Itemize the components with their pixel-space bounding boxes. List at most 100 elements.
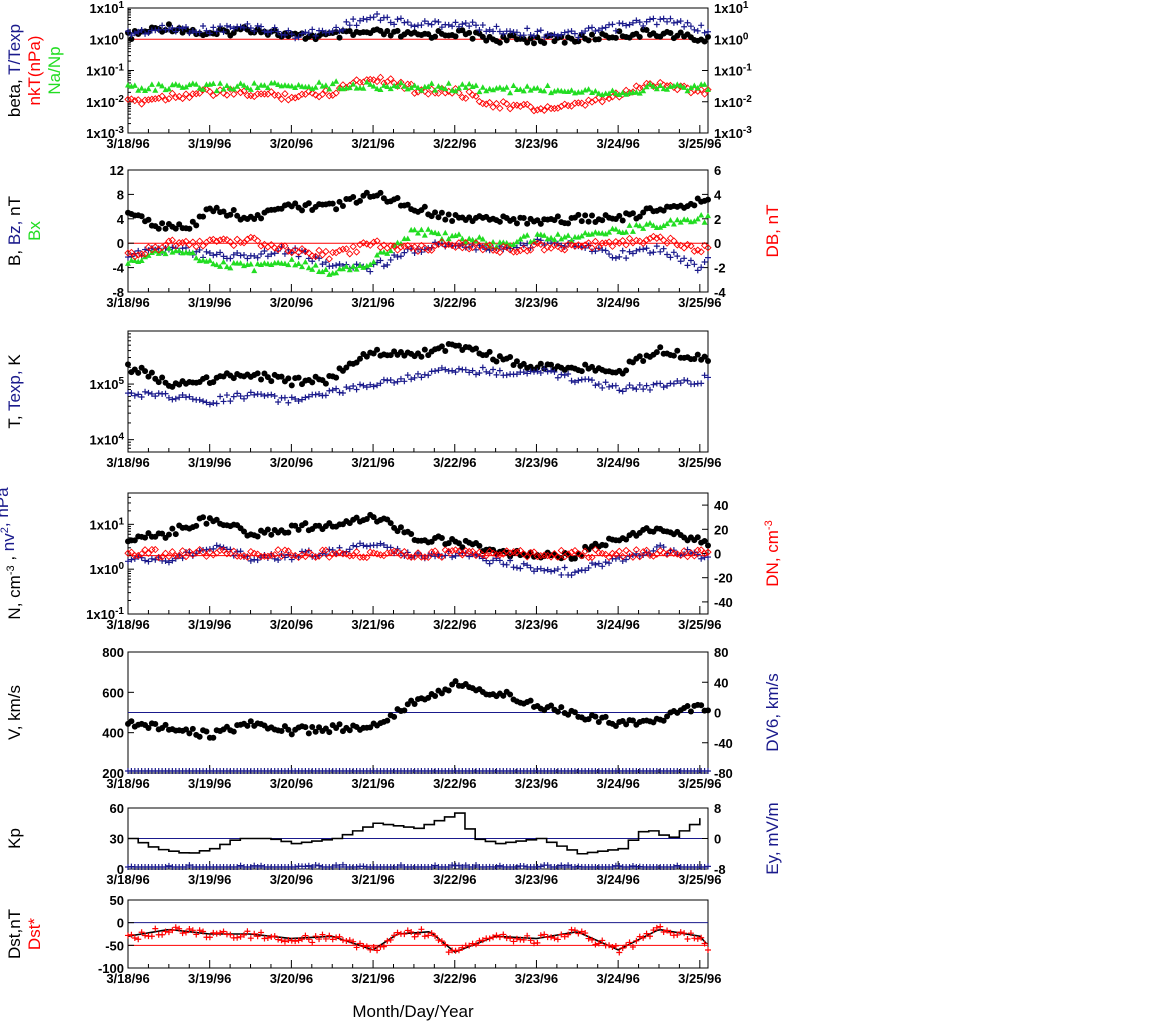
data-point [578, 218, 585, 225]
data-point [196, 246, 203, 253]
data-point [322, 546, 330, 554]
series-db [124, 232, 712, 263]
data-point [466, 369, 473, 376]
data-point [247, 864, 254, 870]
data-point [490, 28, 497, 35]
data-point [469, 367, 476, 374]
data-point [612, 27, 619, 34]
data-point [193, 81, 200, 87]
data-point [244, 255, 251, 262]
data-point [589, 230, 595, 237]
data-point [401, 249, 408, 256]
data-point [599, 230, 606, 236]
data-point [612, 382, 619, 389]
data-point [653, 234, 661, 242]
data-point [585, 86, 592, 92]
data-point [165, 862, 172, 869]
data-point [653, 243, 660, 250]
data-point [698, 264, 705, 271]
data-point [510, 241, 517, 247]
data-point [517, 565, 524, 572]
data-point [223, 263, 230, 270]
data-point [411, 226, 418, 233]
data-point [230, 375, 237, 382]
data-point [165, 531, 172, 538]
data-point [585, 25, 592, 32]
data-point [683, 552, 692, 561]
data-point [486, 26, 493, 33]
data-point [606, 942, 613, 949]
data-point [507, 935, 514, 942]
y-right-tick-label: -40 [714, 595, 733, 610]
data-point [602, 379, 609, 386]
data-point [598, 239, 606, 247]
data-point [254, 22, 261, 29]
data-point [206, 401, 213, 408]
data-point [642, 546, 651, 554]
data-point [701, 537, 708, 544]
data-point [432, 209, 439, 216]
x-tick-label: 3/21/96 [351, 971, 394, 986]
y-right-tick-label: 1x100 [714, 31, 749, 47]
data-point [196, 733, 203, 740]
data-point [698, 555, 705, 562]
data-point [626, 864, 633, 870]
data-point [401, 83, 408, 89]
data-point [210, 260, 217, 267]
y-tick-label: 1x10-2 [86, 94, 124, 110]
data-point [281, 90, 289, 98]
y-axis-title: beta, T/Texp [5, 24, 24, 117]
data-point [636, 553, 644, 561]
data-point [288, 731, 295, 738]
data-point [288, 556, 295, 563]
data-point [380, 263, 387, 270]
y-right-tick-label: 1x10-2 [714, 94, 752, 110]
data-point [271, 244, 279, 252]
series-n [125, 511, 711, 562]
data-point [534, 84, 541, 91]
data-point [169, 24, 176, 31]
data-point [196, 396, 203, 403]
data-point [438, 24, 445, 31]
data-point [370, 76, 378, 84]
y-tick-label: 1x10-1 [86, 63, 124, 79]
data-point [162, 928, 169, 935]
data-point [353, 864, 360, 870]
data-point [352, 248, 361, 256]
data-point [206, 548, 214, 556]
data-point [176, 925, 183, 932]
data-point [124, 249, 132, 257]
data-point [486, 85, 493, 92]
data-point [350, 383, 357, 390]
data-point [541, 87, 548, 94]
data-point [363, 353, 370, 360]
data-point [530, 548, 538, 556]
data-point [424, 553, 432, 561]
data-point [496, 28, 503, 35]
data-point [574, 549, 582, 558]
data-point [636, 222, 643, 229]
data-point [127, 95, 136, 103]
data-point [138, 213, 145, 220]
data-point [247, 557, 254, 564]
data-point [694, 351, 701, 358]
data-point [404, 241, 412, 250]
data-point [503, 100, 511, 108]
data-point [209, 235, 217, 244]
data-point [534, 28, 541, 35]
data-point [674, 347, 681, 354]
data-point [558, 371, 565, 378]
data-point [701, 219, 708, 225]
data-point [674, 81, 681, 87]
data-point [647, 220, 653, 226]
data-point [285, 27, 292, 34]
data-point [292, 35, 299, 42]
data-point [315, 246, 323, 255]
data-point [155, 379, 162, 386]
data-point [459, 864, 466, 870]
data-point [578, 232, 585, 239]
y-tick-label: 4 [117, 212, 125, 227]
data-point [237, 862, 244, 869]
data-point [333, 862, 340, 869]
data-point [705, 358, 711, 365]
